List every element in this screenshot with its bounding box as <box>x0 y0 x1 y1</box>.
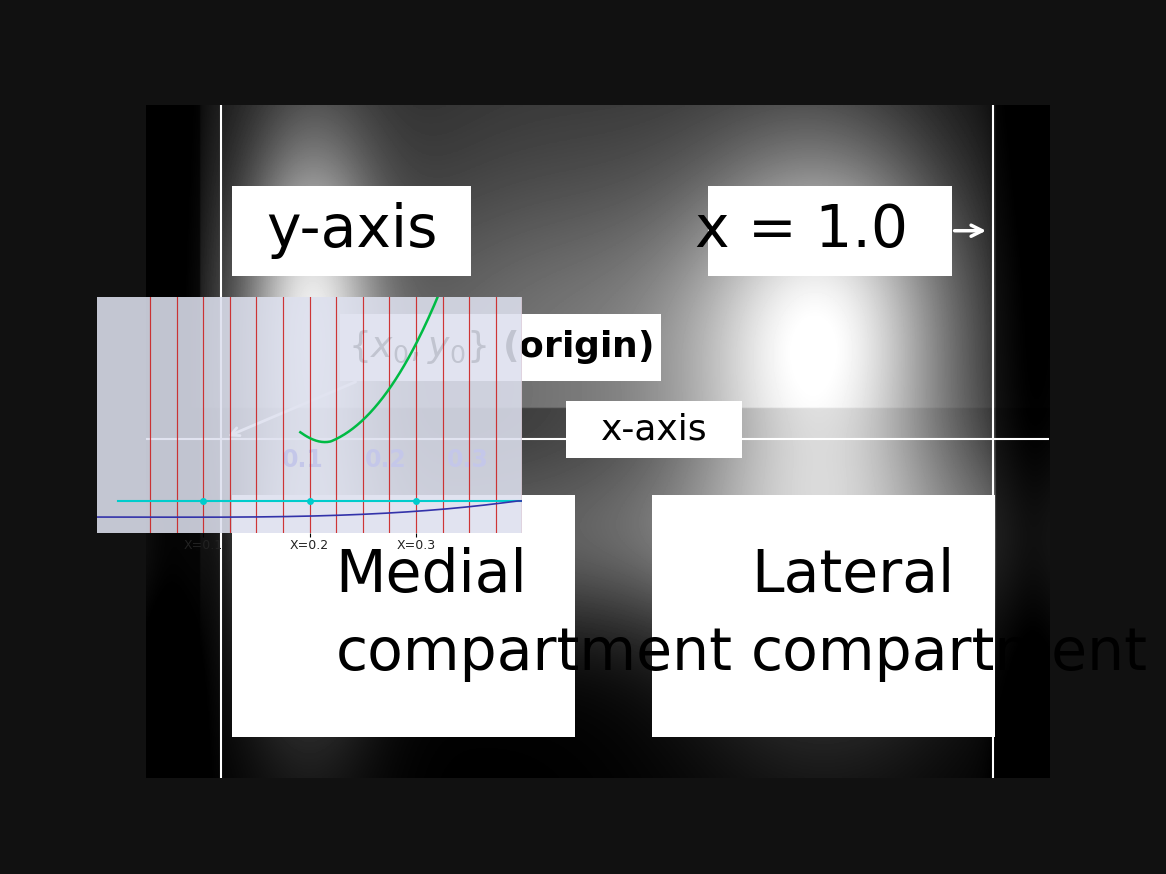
Text: 0.2: 0.2 <box>365 447 407 472</box>
Text: $\{x_0,y_0\}$ (origin): $\{x_0,y_0\}$ (origin) <box>347 328 653 366</box>
Text: y-axis: y-axis <box>266 202 437 260</box>
Text: 0.3: 0.3 <box>448 447 489 472</box>
Text: Medial: Medial <box>336 547 527 605</box>
FancyBboxPatch shape <box>340 314 661 381</box>
Text: compartment: compartment <box>336 625 732 682</box>
FancyBboxPatch shape <box>652 496 996 738</box>
Text: Lateral: Lateral <box>751 547 955 605</box>
FancyBboxPatch shape <box>232 496 575 738</box>
FancyBboxPatch shape <box>708 185 951 276</box>
Text: compartment: compartment <box>751 625 1149 682</box>
FancyBboxPatch shape <box>566 401 743 458</box>
Text: 0.1: 0.1 <box>282 447 324 472</box>
Text: x-axis: x-axis <box>602 413 708 447</box>
Text: x = 1.0: x = 1.0 <box>695 202 908 260</box>
FancyBboxPatch shape <box>232 185 471 276</box>
